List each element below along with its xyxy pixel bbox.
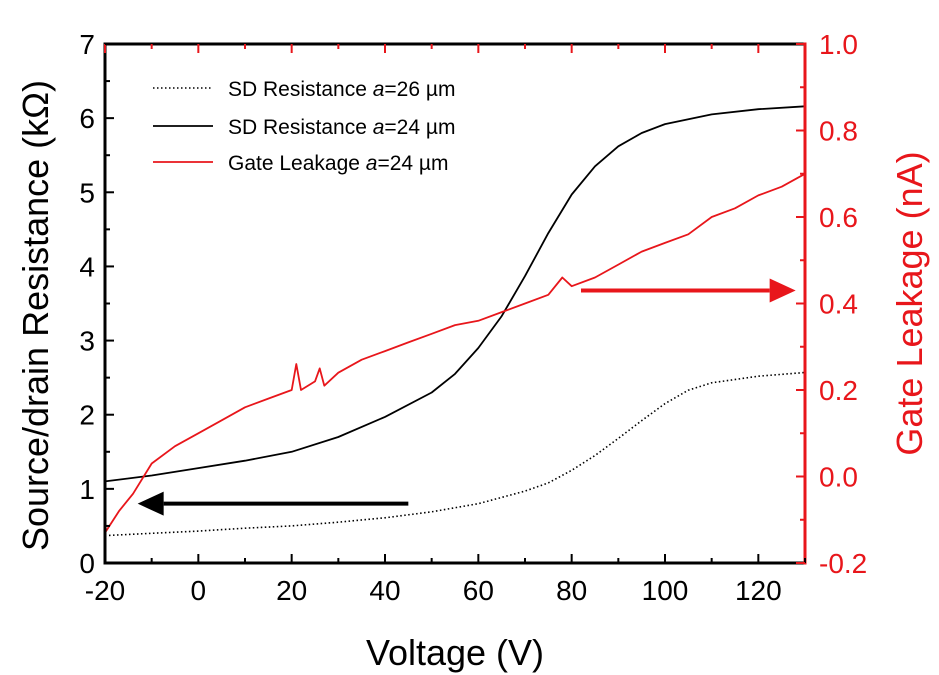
arrow-head-1 (137, 491, 164, 516)
left-tick-label: 6 (79, 103, 95, 134)
series-layer (104, 105, 806, 537)
left-tick-label: 7 (79, 29, 95, 60)
x-tick-label: 40 (369, 575, 400, 606)
right-axis-title: Gate Leakage (nA) (889, 151, 930, 455)
left-axis-ticks: 0 1 2 3 4 5 6 7 (79, 29, 114, 579)
series-line-3 (104, 173, 806, 534)
left-tick-label: 1 (79, 474, 95, 505)
series-line-2 (104, 105, 806, 483)
right-tick-label: 0.0 (819, 462, 858, 493)
right-tick-label: 0.8 (819, 116, 858, 147)
x-axis-title: Voltage (V) (366, 632, 544, 673)
left-tick-label: 4 (79, 251, 95, 282)
x-tick-label: 120 (735, 575, 782, 606)
right-tick-label: -0.2 (819, 548, 867, 579)
legend: SD Resistance a=26 µm SD Resistance a=24 … (153, 78, 455, 175)
legend-label: SD Resistance a=26 µm (228, 78, 455, 101)
left-tick-label: 3 (79, 326, 95, 357)
x-tick-label: 20 (276, 575, 307, 606)
right-tick-label: 0.2 (819, 375, 858, 406)
x-tick-label: 80 (556, 575, 587, 606)
legend-label: Gate Leakage a=24 µm (228, 152, 449, 175)
left-axis-title: Source/drain Resistance (kΩ) (15, 80, 56, 551)
left-tick-label: 0 (79, 548, 95, 579)
legend-label: SD Resistance a=24 µm (228, 116, 455, 139)
x-tick-label: 60 (463, 575, 494, 606)
x-tick-label: 0 (191, 575, 207, 606)
series-line-1 (104, 371, 806, 537)
right-tick-label: 0.4 (819, 289, 858, 320)
x-axis-ticks: -20 0 20 40 60 80 100 120 (85, 44, 806, 606)
annotation-layer (137, 278, 796, 516)
arrow-head-2 (769, 278, 796, 303)
right-tick-label: 1.0 (819, 29, 858, 60)
left-tick-label: 5 (79, 177, 95, 208)
right-axis-ticks: -0.2 0.0 0.2 0.4 0.6 0.8 1.0 (796, 29, 867, 579)
left-tick-label: 2 (79, 400, 95, 431)
x-tick-label: -20 (85, 575, 125, 606)
right-tick-label: 0.6 (819, 202, 858, 233)
x-tick-label: 100 (642, 575, 689, 606)
